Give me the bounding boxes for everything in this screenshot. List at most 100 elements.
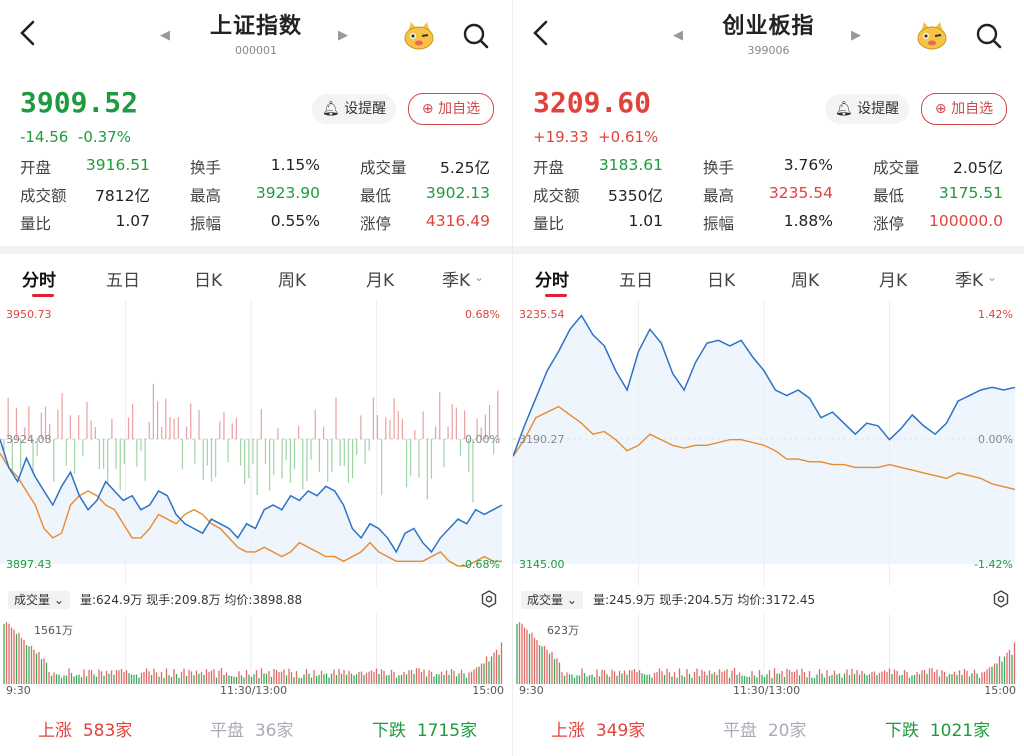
time-axis: 9:30 11:30/13:00 15:00 xyxy=(513,684,1024,698)
stat-value: 3916.51 xyxy=(85,156,150,174)
rising-label: 上涨 xyxy=(38,721,72,741)
tab-5[interactable]: 季K xyxy=(442,271,471,291)
active-tab-indicator xyxy=(545,294,567,297)
chevron-down-icon: ⌄ xyxy=(474,270,485,284)
pct-axis-bottom: -1.42% xyxy=(974,558,1013,571)
volume-max-label: 623万 xyxy=(547,624,579,637)
add-favorite-button[interactable]: ⊕ 加自选 xyxy=(408,93,494,125)
change-percent: -0.37% xyxy=(77,128,131,146)
falling-label: 下跌 xyxy=(885,721,919,741)
set-alert-button[interactable]: 🔔︎ 设提醒 xyxy=(312,94,396,124)
stat-value: 100000.0 xyxy=(929,212,1003,230)
tab-2[interactable]: 日K xyxy=(707,271,736,291)
index-code: 399006 xyxy=(747,44,790,57)
rising-count: 上涨 583家 xyxy=(38,716,132,741)
next-index-icon[interactable]: ▶ xyxy=(851,28,861,43)
set-alert-button[interactable]: 🔔︎ 设提醒 xyxy=(825,94,909,124)
page-title: 上证指数 xyxy=(209,14,302,39)
back-button[interactable] xyxy=(18,18,44,54)
stat-value: 1.15% xyxy=(270,156,320,174)
gear-icon[interactable] xyxy=(992,590,1010,608)
stat-value: 0.55% xyxy=(270,212,320,230)
volume-chart[interactable]: 1561万 xyxy=(0,614,512,686)
stats-row: 成交额 5350亿 最高 3235.54 最低 3175.51 xyxy=(533,184,1013,212)
mascot-icon[interactable] xyxy=(915,18,949,52)
price-change: -14.56 -0.37% xyxy=(20,128,131,146)
volume-dropdown[interactable]: 成交量 ⌄ xyxy=(521,591,583,609)
intraday-chart[interactable]: 3950.73 3924.08 3897.43 0.68% 0.00% -0.68% xyxy=(0,300,512,586)
y-axis-top: 3950.73 xyxy=(6,308,52,321)
volume-max-label: 1561万 xyxy=(34,624,73,637)
gear-icon[interactable] xyxy=(480,590,498,608)
market-breadth: 上涨 583家 平盘 36家 下跌 1715家 xyxy=(0,716,512,746)
chevron-down-icon: ⌄ xyxy=(566,593,577,607)
stats-row: 成交额 7812亿 最高 3923.90 最低 3902.13 xyxy=(20,184,500,212)
stat-value: 3923.90 xyxy=(255,184,320,202)
stat-label: 成交额 xyxy=(533,187,580,205)
volume-dropdown[interactable]: 成交量 ⌄ xyxy=(8,591,70,609)
tab-0[interactable]: 分时 xyxy=(535,271,569,291)
avg-price-line xyxy=(513,405,1016,491)
tab-3[interactable]: 周K xyxy=(791,271,820,291)
tab-5[interactable]: 季K xyxy=(955,271,984,291)
add-favorite-button[interactable]: ⊕ 加自选 xyxy=(921,93,1007,125)
panel-chinext: ◀ 创业板指 399006 ▶ 3209.60 +19.33 +0.61% 🔔︎… xyxy=(512,0,1024,756)
stats-row: 开盘 3916.51 换手 1.15% 成交量 5.25亿 xyxy=(20,156,500,184)
stat-label: 振幅 xyxy=(703,215,735,233)
stat-label: 换手 xyxy=(190,159,222,177)
price-line xyxy=(513,314,1016,457)
volume-toolbar: 成交量 ⌄ 量:624.9万 现手:209.8万 均价:3898.88 xyxy=(0,588,512,612)
pct-axis-bottom: -0.68% xyxy=(461,558,500,571)
tab-3[interactable]: 周K xyxy=(278,271,307,291)
search-icon[interactable] xyxy=(975,22,1003,50)
pct-axis-top: 1.42% xyxy=(978,308,1013,321)
stat-label: 成交量 xyxy=(873,159,920,177)
search-icon[interactable] xyxy=(462,22,490,50)
stat-value: 3183.61 xyxy=(598,156,663,174)
flat-label: 平盘 xyxy=(210,721,244,741)
tab-1[interactable]: 五日 xyxy=(619,271,653,291)
volume-chart[interactable]: 623万 xyxy=(513,614,1024,686)
mascot-icon[interactable] xyxy=(402,18,436,52)
stat-value: 5.25亿 xyxy=(439,159,490,177)
stat-label: 换手 xyxy=(703,159,735,177)
stat-label: 最高 xyxy=(703,187,735,205)
stat-value: 4316.49 xyxy=(425,212,490,230)
stat-label: 开盘 xyxy=(533,159,565,177)
chevron-down-icon: ⌄ xyxy=(987,270,998,284)
stat-label: 成交量 xyxy=(360,159,407,177)
back-arrow-icon xyxy=(533,20,548,46)
volume-toolbar: 成交量 ⌄ 量:245.9万 现手:204.5万 均价:3172.45 xyxy=(513,588,1024,612)
rising-label: 上涨 xyxy=(551,721,585,741)
current-price: 3909.52 xyxy=(20,86,139,119)
market-breadth: 上涨 349家 平盘 20家 下跌 1021家 xyxy=(513,716,1024,746)
top-bar: ◀ 创业板指 399006 ▶ xyxy=(513,0,1024,72)
tab-0[interactable]: 分时 xyxy=(22,271,56,291)
current-price: 3209.60 xyxy=(533,86,652,119)
price-area xyxy=(513,315,1015,564)
page-title: 创业板指 xyxy=(722,14,815,39)
tab-4[interactable]: 月K xyxy=(879,271,908,291)
plus-icon: ⊕ xyxy=(934,101,947,117)
tab-2[interactable]: 日K xyxy=(194,271,223,291)
prev-index-icon[interactable]: ◀ xyxy=(160,28,170,43)
index-code: 000001 xyxy=(235,44,277,57)
flat-count: 平盘 20家 xyxy=(723,716,806,741)
prev-index-icon[interactable]: ◀ xyxy=(673,28,683,43)
stat-label: 最低 xyxy=(873,187,905,205)
intraday-chart[interactable]: 3235.54 3190.27 3145.00 1.42% 0.00% -1.42% xyxy=(513,300,1024,586)
next-index-icon[interactable]: ▶ xyxy=(338,28,348,43)
plus-icon: ⊕ xyxy=(421,101,434,117)
tab-1[interactable]: 五日 xyxy=(106,271,140,291)
tab-4[interactable]: 月K xyxy=(366,271,395,291)
back-arrow-icon xyxy=(20,20,35,46)
time-open: 9:30 xyxy=(519,684,544,697)
bell-icon: 🔔︎ xyxy=(834,101,853,117)
flat-value: 20家 xyxy=(767,721,807,741)
stat-label: 最低 xyxy=(360,187,392,205)
back-button[interactable] xyxy=(531,18,557,54)
add-favorite-label: 加自选 xyxy=(438,101,481,117)
falling-count: 下跌 1021家 xyxy=(885,716,990,741)
volume-dropdown-label: 成交量 xyxy=(527,593,564,607)
volume-info: 量:624.9万 现手:209.8万 均价:3898.88 xyxy=(80,593,303,607)
